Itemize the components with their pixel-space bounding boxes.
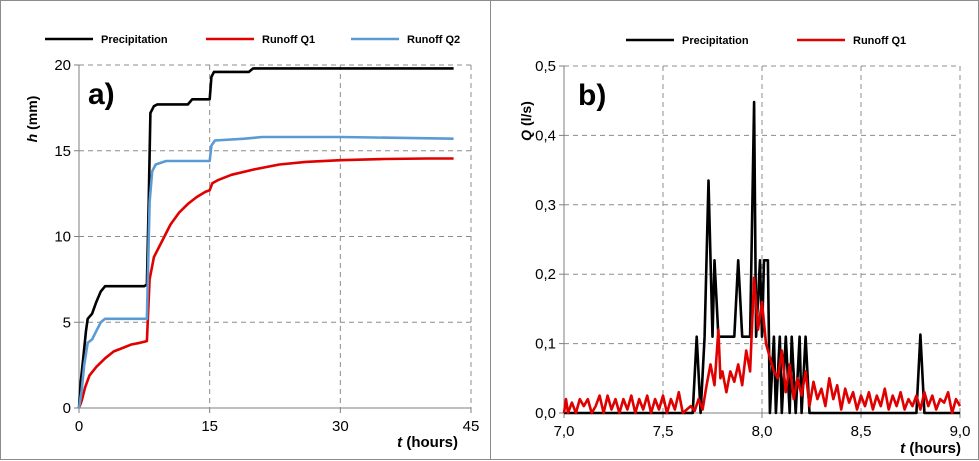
x-axis-label-unit: (hours) [402, 434, 458, 451]
series-line-precipitation [564, 100, 960, 415]
legend-label-runoff-q1: Runoff Q1 [262, 34, 315, 46]
panel-label: b) [578, 79, 606, 112]
series-line-runoff-q1 [562, 276, 962, 415]
series-line-runoff-q2 [77, 135, 454, 409]
x-axis-label-unit: (hours) [905, 440, 961, 457]
y-tick-label: 0,5 [535, 58, 556, 75]
y-axis-label-symbol: h [24, 134, 40, 143]
x-tick-label: 7,0 [554, 423, 575, 440]
y-tick-label: 20 [54, 57, 71, 74]
x-tick-label: 0 [75, 418, 83, 435]
series-line-runoff-q1 [77, 157, 454, 409]
y-tick-label: 0,1 [535, 336, 556, 353]
series-line-precipitation [77, 67, 454, 409]
y-tick-label: 0,2 [535, 266, 556, 283]
x-tick-label: 45 [463, 418, 480, 435]
y-tick-label: 5 [63, 314, 71, 331]
y-tick-label: 0,3 [535, 197, 556, 214]
legend-label-precipitation: Precipitation [101, 34, 168, 46]
chart-a: 0 15 30 45 0 5 10 15 20 Precipitation Runoff Q1 Run… [24, 34, 480, 451]
panel-label: a) [88, 78, 115, 111]
x-axis-label-symbol: t [397, 434, 403, 451]
x-axis-label-symbol: t [900, 440, 906, 457]
x-axis-label: t (hours) [397, 434, 458, 451]
x-tick-label: 15 [201, 418, 218, 435]
y-tick-label: 0,0 [535, 405, 556, 422]
chart-b: 7,0 7,5 8,0 8,5 9,0 0,0 0,1 0,2 0,3 0,4 0,5 Precipi… [518, 35, 971, 457]
legend-label-runoff-q2: Runoff Q2 [407, 34, 460, 46]
y-axis-label: h (mm) [24, 96, 40, 143]
x-tick-label: 9,0 [950, 423, 971, 440]
y-axis-label-unit: (l/s) [518, 101, 534, 130]
x-tick-label: 30 [332, 418, 349, 435]
legend-label-runoff-q1: Runoff Q1 [853, 35, 906, 47]
chart-panel-a: 0 15 30 45 0 5 10 15 20 Precipitation Runoff Q1 Run… [0, 0, 491, 460]
x-tick-label: 7,5 [653, 423, 674, 440]
y-axis-label-symbol: Q [518, 130, 534, 141]
y-axis-label: Q (l/s) [518, 101, 534, 141]
legend-label-precipitation: Precipitation [682, 35, 749, 47]
chart-panel-b: 7,0 7,5 8,0 8,5 9,0 0,0 0,1 0,2 0,3 0,4 0,5 Precipi… [490, 0, 979, 460]
y-tick-label: 0,4 [535, 127, 556, 144]
y-tick-label: 0 [63, 400, 71, 417]
y-tick-label: 10 [54, 229, 71, 246]
x-tick-label: 8,0 [752, 423, 773, 440]
y-tick-label: 15 [54, 143, 71, 160]
y-axis-label-unit: (mm) [24, 96, 40, 134]
x-tick-label: 8,5 [851, 423, 872, 440]
x-axis-label: t (hours) [900, 440, 961, 457]
